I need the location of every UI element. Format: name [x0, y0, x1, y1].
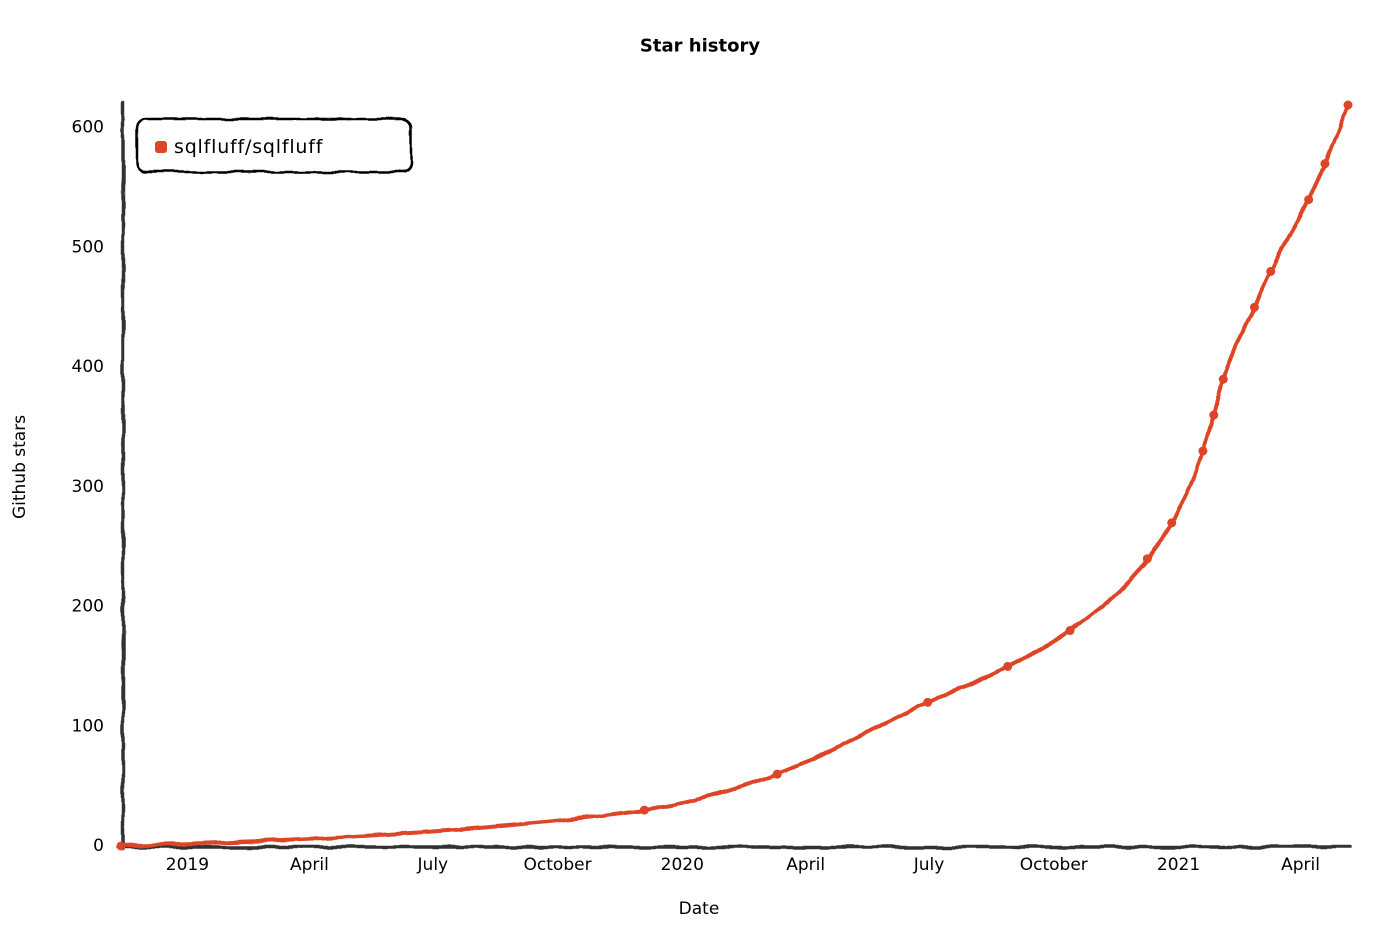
data-point: [923, 697, 933, 707]
data-point: [1249, 302, 1259, 312]
y-tick-label: 100: [72, 716, 104, 736]
data-point: [1142, 554, 1152, 564]
data-point: [116, 841, 126, 851]
x-tick-label: 2019: [166, 855, 209, 875]
plot-area: [116, 100, 1353, 851]
x-tick-label: July: [417, 855, 449, 875]
x-tick-label: October: [524, 855, 592, 875]
data-point: [639, 805, 649, 815]
data-point: [1218, 374, 1228, 384]
x-tick-label: April: [1281, 855, 1320, 875]
data-point: [1304, 195, 1314, 205]
data-point: [772, 769, 782, 779]
legend-box: [135, 117, 413, 174]
x-tick-label: 2020: [661, 855, 704, 875]
data-point: [1343, 100, 1353, 110]
data-point: [1167, 518, 1177, 528]
data-point: [1003, 661, 1013, 671]
data-point: [1065, 626, 1075, 636]
y-tick-label: 400: [72, 357, 104, 377]
x-tick-label: April: [290, 855, 329, 875]
tick-labels: 0 100 200 300 400 500 600 2019 April July October 2…: [72, 118, 1320, 875]
y-tick-label: 500: [72, 237, 104, 257]
y-tick-label: 300: [72, 477, 104, 497]
legend-swatch: [155, 141, 167, 153]
x-tick-label: October: [1020, 855, 1088, 875]
y-tick-label: 600: [72, 118, 104, 138]
data-point: [1209, 410, 1219, 420]
data-point: [1320, 159, 1330, 169]
x-tick-label: April: [786, 855, 825, 875]
legend: sqlfluff/sqlfluff: [135, 117, 413, 174]
y-tick-label: 200: [72, 597, 104, 617]
x-tick-label: 2021: [1157, 855, 1200, 875]
y-tick-label: 0: [93, 836, 104, 856]
data-point: [1266, 266, 1276, 276]
data-point: [1198, 446, 1208, 456]
series-line: [119, 103, 1350, 848]
chart-title: Star history: [640, 36, 760, 57]
x-tick-label: July: [913, 855, 945, 875]
axes: [116, 101, 1352, 851]
legend-label: sqlfluff/sqlfluff: [174, 136, 324, 158]
y-axis-label: Github stars: [10, 415, 30, 519]
x-axis-label: Date: [679, 899, 720, 919]
